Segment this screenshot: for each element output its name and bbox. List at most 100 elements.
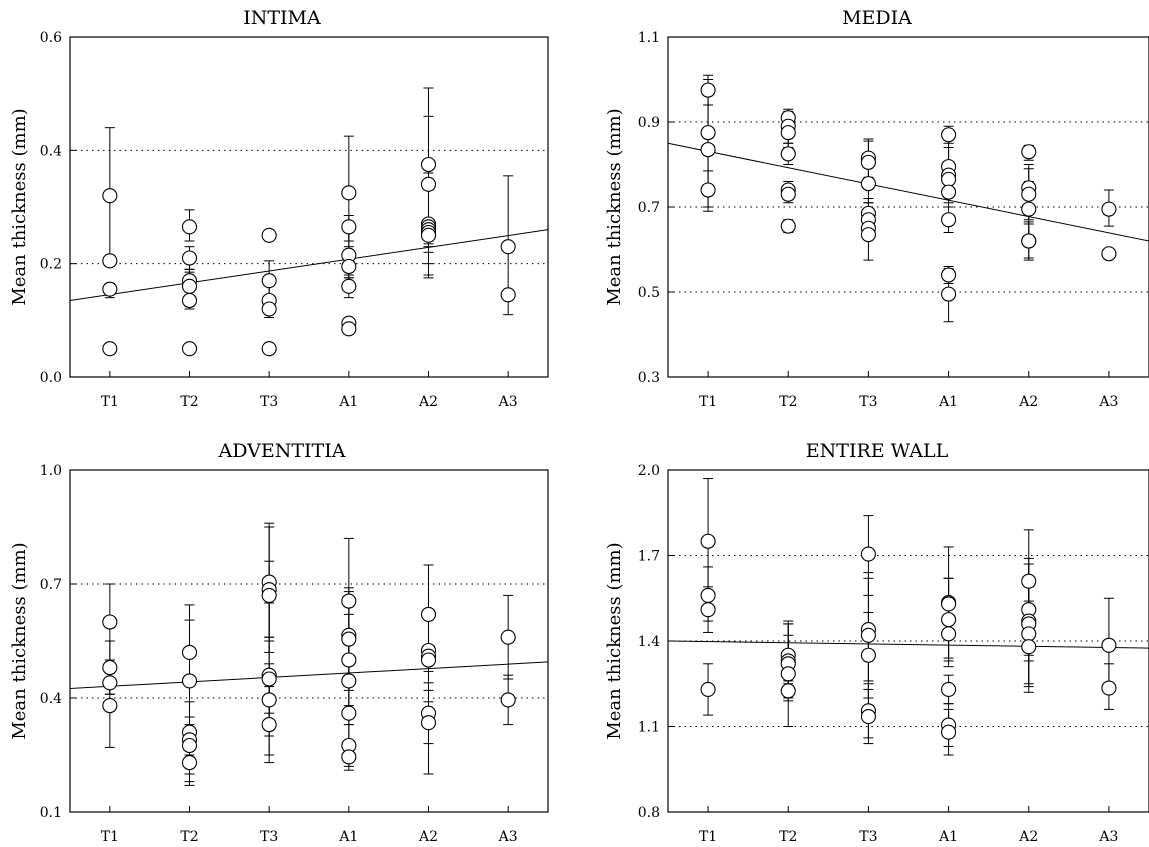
data-point [261, 671, 277, 687]
data-point [500, 239, 516, 255]
data-point [341, 631, 357, 647]
data-point [780, 146, 796, 162]
data-point [941, 596, 957, 612]
y-tick-label: 0.3 [638, 370, 660, 386]
y-tick-label: 0.6 [40, 30, 62, 46]
x-tick-label: T1 [101, 829, 119, 845]
data-point [341, 705, 357, 721]
data-point [941, 127, 957, 143]
plot-frame [69, 36, 549, 378]
x-tick-label: A3 [498, 829, 518, 845]
data-point [941, 212, 957, 228]
data-point [1021, 186, 1037, 202]
y-tick-label: 0.8 [638, 805, 660, 821]
plot-frame [69, 469, 549, 813]
data-point [860, 227, 876, 243]
data-point [780, 186, 796, 202]
y-tick-label: 0.0 [40, 370, 62, 386]
data-point [700, 142, 716, 158]
data-point [341, 321, 357, 337]
data-point [181, 644, 198, 660]
data-point [700, 533, 716, 549]
data-point [941, 724, 957, 740]
regression-line [69, 661, 549, 689]
data-point [181, 278, 198, 294]
data-point [1101, 201, 1117, 217]
y-tick-label: 1.7 [638, 549, 660, 565]
panel-title: INTIMA [243, 7, 321, 29]
data-point [700, 182, 716, 198]
x-tick-label: T2 [779, 394, 797, 410]
data-point [500, 692, 516, 708]
data-point [102, 660, 118, 676]
data-point [102, 188, 118, 204]
data-point [941, 267, 957, 283]
data-point [261, 301, 277, 317]
data-point [181, 219, 198, 235]
x-tick-label: T1 [101, 394, 119, 410]
data-point [700, 125, 716, 141]
data-point [860, 647, 876, 663]
data-point [102, 698, 118, 714]
data-point [700, 82, 716, 98]
data-point [420, 176, 437, 192]
data-point [181, 737, 198, 754]
y-axis-label: Mean thickness (mm) [604, 108, 625, 305]
y-tick-label: 2.0 [638, 463, 660, 479]
data-point [102, 281, 118, 297]
data-point [860, 708, 876, 725]
data-point [102, 253, 118, 269]
data-point [1021, 201, 1037, 217]
data-point [261, 717, 277, 733]
data-point [261, 227, 277, 243]
data-point [341, 278, 357, 294]
data-point [1021, 573, 1037, 589]
y-tick-label: 0.7 [638, 200, 660, 216]
data-point [1021, 626, 1037, 642]
data-point [1021, 233, 1037, 249]
data-point [780, 666, 796, 682]
x-tick-label: A3 [1098, 829, 1118, 845]
regression-line [69, 229, 549, 301]
data-point [941, 171, 957, 187]
data-point [700, 602, 716, 618]
panel-adventitia: ADVENTITIA Mean thickness (mm) 0.1 0.4 0.7… [9, 440, 549, 845]
data-point [1101, 637, 1117, 653]
y-tick-label: 0.4 [40, 691, 62, 707]
data-point [941, 681, 957, 698]
data-point [420, 715, 437, 731]
data-point [860, 546, 876, 562]
data-point [341, 673, 357, 689]
data-point [860, 627, 876, 643]
data-point [181, 755, 198, 771]
data-point [941, 612, 957, 628]
data-point [102, 341, 118, 357]
x-tick-label: A1 [338, 829, 358, 845]
x-tick-label: T1 [699, 829, 717, 845]
data-point [780, 683, 796, 699]
data-point [420, 606, 437, 622]
x-tick-label: A1 [338, 394, 358, 410]
x-tick-label: T2 [180, 829, 198, 845]
data-point [500, 287, 516, 303]
panel-title: ENTIRE WALL [806, 440, 949, 462]
data-point [181, 250, 198, 266]
y-axis-label: Mean thickness (mm) [9, 542, 30, 739]
data-point [261, 273, 277, 289]
y-tick-label: 0.9 [638, 115, 660, 131]
y-tick-label: 0.5 [638, 285, 660, 301]
x-tick-label: A1 [938, 394, 958, 410]
data-point [1021, 144, 1037, 160]
data-point [420, 652, 437, 668]
y-tick-label: 1.1 [638, 720, 660, 736]
data-point [700, 587, 716, 603]
y-tick-label: 1.1 [638, 30, 660, 46]
data-point [500, 629, 516, 645]
y-tick-label: 0.1 [40, 805, 62, 821]
data-point [1101, 246, 1117, 262]
y-tick-label: 1.0 [40, 463, 62, 479]
data-point [941, 184, 957, 200]
data-point [780, 125, 796, 141]
x-tick-label: A1 [938, 829, 958, 845]
data-point [341, 593, 357, 609]
